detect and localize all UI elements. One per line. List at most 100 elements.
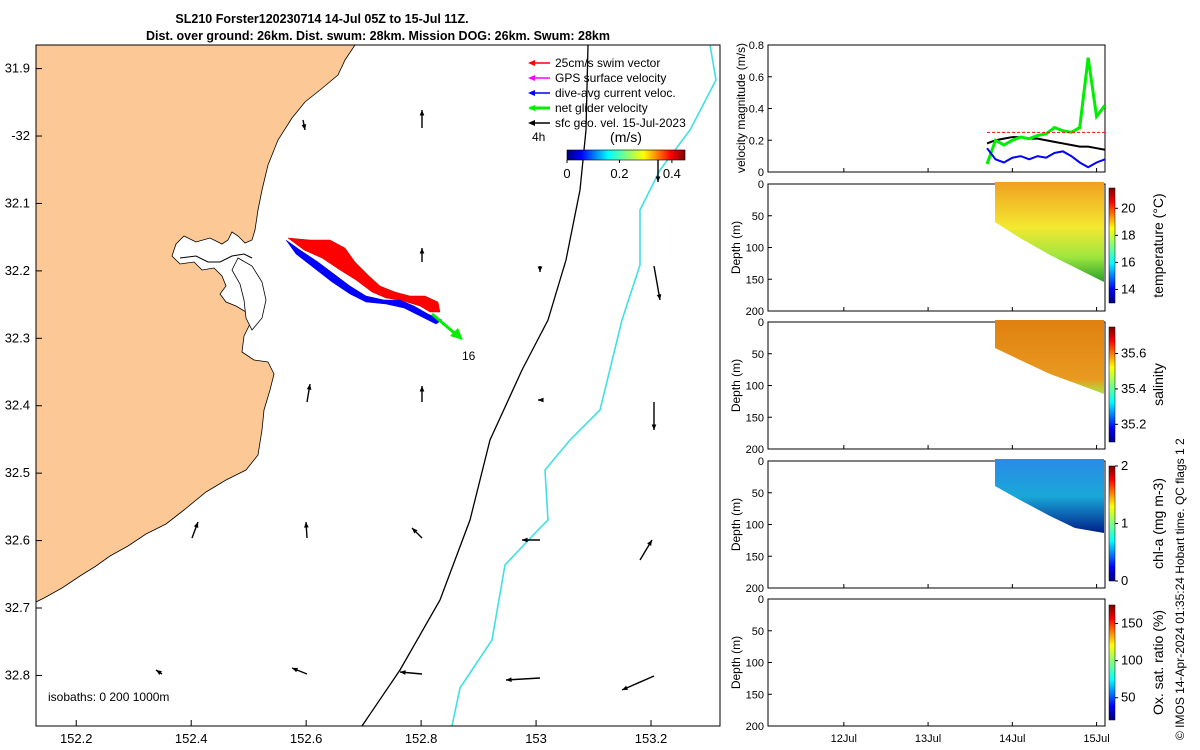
map-xtick-label: 152.2 <box>60 731 93 746</box>
glider-track-red <box>287 237 441 313</box>
depth-tick-label: 100 <box>746 520 764 532</box>
land-mass <box>36 45 356 603</box>
surface-velocity-arrowhead <box>522 537 528 543</box>
temperature-colorbar-tick-label: 20 <box>1121 200 1135 215</box>
colorbar-label: (m/s) <box>610 129 642 145</box>
isobaths-label: isobaths: 0 200 1000m <box>48 690 169 704</box>
velocity-ylabel: velocity magnitude (m/s) <box>734 43 748 173</box>
map-ytick-label: 32.7 <box>5 600 30 615</box>
depth-tick-label: 150 <box>746 274 764 286</box>
surface-velocity-arrowhead <box>156 670 162 676</box>
surface-velocity-arrowhead <box>419 248 425 254</box>
map-ytick-label: 32.2 <box>5 263 30 278</box>
depth-tick-label: 0 <box>758 317 764 329</box>
velocity-series <box>985 57 1105 169</box>
velocity-ytick-label: 0.4 <box>749 104 764 116</box>
map-x-axis: 152.2 152.4 152.6 152.8 153 153.2 <box>60 720 667 746</box>
depth-tick-label: 50 <box>752 349 764 361</box>
salinity-section <box>995 320 1104 394</box>
map-ytick-label: 32.6 <box>5 533 30 548</box>
surface-velocity-arrowhead <box>419 110 425 116</box>
oxygen-colorbar-tick-label: 50 <box>1121 690 1135 705</box>
depth-tick-label: 150 <box>746 412 764 424</box>
depth-axis-label: Depth (m) <box>729 359 743 412</box>
surface-velocity-arrowhead <box>412 528 418 534</box>
legend-swatch-head <box>528 90 535 96</box>
velocity-ytick-label: 0.2 <box>749 135 764 147</box>
velocity-ytick-label: 0.6 <box>749 72 764 84</box>
glider-track-blue <box>285 239 443 325</box>
surface-velocity-arrowhead <box>400 670 406 675</box>
temperature-colorbar-label: temperature (°C) <box>1150 193 1166 297</box>
time-series-panels: velocity magnitude (m/s) 12Jul 13Jul 14Jul… <box>729 40 1166 745</box>
colorbar-tick-label: 0 <box>563 166 570 181</box>
surface-velocity-arrowhead <box>647 540 652 546</box>
net-glider-velocity-head <box>450 328 463 340</box>
velocity-series-line <box>986 136 1105 151</box>
depth-tick-label: 50 <box>752 626 764 638</box>
depth-tick-label: 50 <box>752 211 764 223</box>
depth-axis-label: Depth (m) <box>729 221 743 274</box>
oxygen-colorbar-label: Ox. sat. ratio (%) <box>1150 610 1166 715</box>
surface-velocity-arrow <box>621 675 655 691</box>
salinity-colorbar-tick-label: 35.4 <box>1121 381 1146 396</box>
map-ytick-label: 32.4 <box>5 398 30 413</box>
surface-velocity-arrowhead <box>419 386 425 392</box>
panel-xtick-label: 13Jul <box>915 733 941 745</box>
track-start-label: 4h <box>532 130 545 144</box>
colorbar-tick-label: 0.4 <box>663 166 681 181</box>
depth-tick-label: 100 <box>746 381 764 393</box>
depth-tick-label: 0 <box>758 179 764 191</box>
surface-velocity-arrowhead <box>193 522 199 528</box>
footer-credit: © IMOS 14-Apr-2024 01:35:24 Hobart time.… <box>1173 438 1187 740</box>
legend-swatch-head <box>528 105 535 111</box>
oxygen-colorbar-tick-label: 100 <box>1121 653 1143 668</box>
salinity-colorbar <box>1108 326 1116 443</box>
temperature-colorbar <box>1108 187 1116 304</box>
panel-xtick-label: 14Jul <box>999 733 1025 745</box>
salinity-colorbar-tick-label: 35.6 <box>1121 346 1146 361</box>
depth-tick-label: 0 <box>758 456 764 468</box>
panel-axes: 12Jul 13Jul 14Jul 15Jul 0 0.2 0.4 0.6 0.8 0 50 100 1… <box>729 40 1110 745</box>
surface-velocity-arrowhead <box>651 424 657 430</box>
chla-colorbar-tick-label: 0 <box>1121 573 1128 588</box>
colorbar-bar <box>566 149 686 161</box>
oxygen-panel-frame <box>767 598 1106 727</box>
depth-axis-label: Depth (m) <box>729 636 743 689</box>
map-xtick-label: 153 <box>525 731 547 746</box>
chla-colorbar-label: chl-a (mg m-3) <box>1150 478 1166 569</box>
map-ytick-label: 32.3 <box>5 330 30 345</box>
speed-colorbar: (m/s) 0 0.2 0.4 <box>563 129 686 181</box>
surface-velocity-arrowhead <box>655 176 661 182</box>
surface-velocity-arrowhead <box>301 124 307 130</box>
panel-xtick-label: 15Jul <box>1083 733 1109 745</box>
surface-velocity-arrowhead <box>538 397 544 403</box>
panel-xtick-label: 12Jul <box>831 733 857 745</box>
temperature-section <box>995 182 1104 282</box>
surface-velocity-arrowhead <box>506 677 512 683</box>
surface-velocity-arrow <box>653 265 661 301</box>
chla-colorbar-tick-label: 1 <box>1121 516 1128 531</box>
map-xtick-label: 152.8 <box>405 731 438 746</box>
map-ytick-label: 32.8 <box>5 667 30 682</box>
map-xtick-label: 152.6 <box>290 731 323 746</box>
legend-swatch-head <box>528 60 535 66</box>
salinity-colorbar-label: salinity <box>1150 363 1166 406</box>
surface-velocity-arrowhead <box>292 667 298 673</box>
surface-velocity-arrowhead <box>304 522 309 528</box>
surface-velocity-arrow <box>505 677 541 681</box>
depth-tick-label: 100 <box>746 243 764 255</box>
temperature-colorbar-tick-label: 16 <box>1121 254 1135 269</box>
depth-tick-label: 0 <box>758 594 764 606</box>
depth-tick-label: 150 <box>746 551 764 563</box>
salinity-colorbar-tick-label: 35.2 <box>1121 416 1146 431</box>
isobath-200m <box>361 45 589 726</box>
map-ytick-label: -32 <box>11 128 30 143</box>
velocity-series-line <box>986 147 1105 169</box>
depth-tick-label: 150 <box>746 689 764 701</box>
legend-label: GPS surface velocity <box>555 71 666 85</box>
map-ytick-label: 32.1 <box>5 195 30 210</box>
depth-tick-label: 200 <box>746 721 764 733</box>
